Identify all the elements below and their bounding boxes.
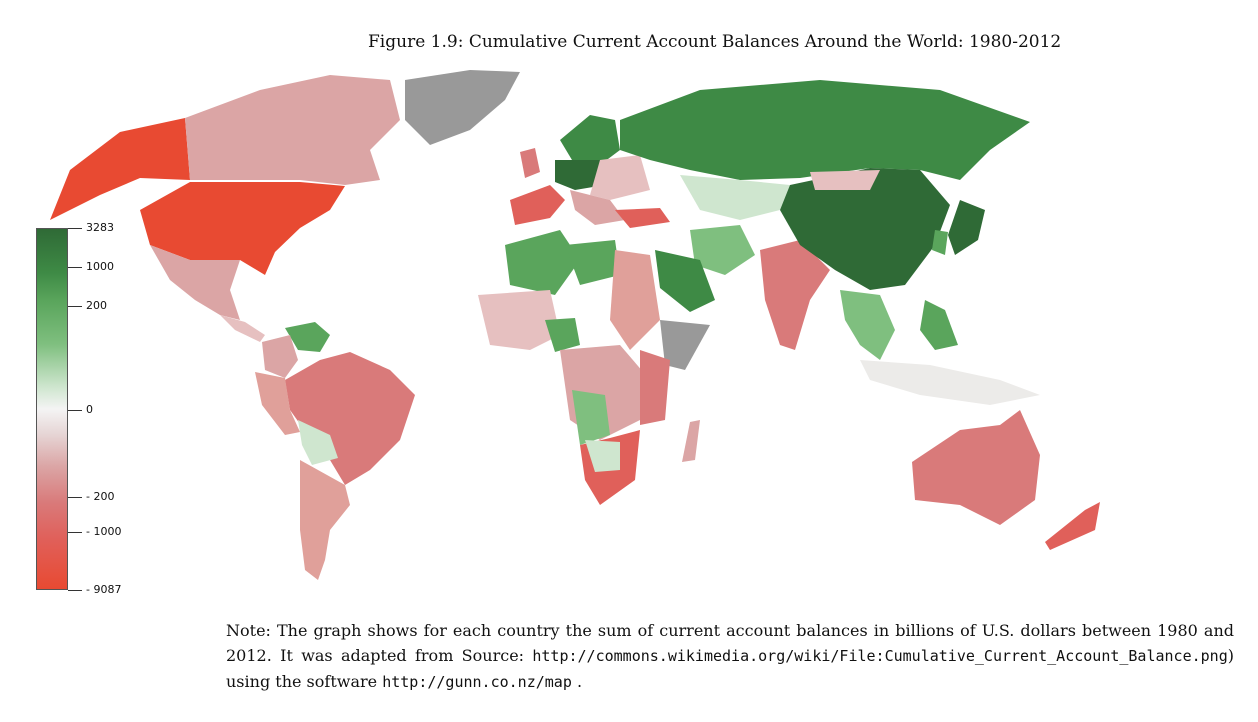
region-horn-of-africa — [660, 320, 710, 370]
region-canada — [185, 75, 400, 185]
legend-tick — [68, 497, 82, 498]
legend-tick — [68, 532, 82, 533]
region-france-spain — [510, 185, 565, 225]
figure-note: Note: The graph shows for each country t… — [226, 618, 1234, 695]
region-southeast-asia — [840, 290, 895, 360]
region-venezuela — [285, 322, 330, 352]
region-madagascar — [682, 420, 700, 462]
region-philippines — [920, 300, 958, 350]
region-iran-region — [690, 225, 755, 275]
legend-tick — [68, 590, 82, 591]
region-germany-region — [555, 160, 605, 190]
region-argentina — [300, 460, 350, 580]
note-text: . — [576, 672, 583, 691]
legend-tick — [68, 228, 82, 229]
region-usa — [140, 182, 345, 275]
region-australia — [912, 410, 1040, 525]
region-russia — [620, 80, 1030, 180]
legend-tick-label: 0 — [86, 403, 93, 416]
note-text: Note: The graph shows for each country t… — [226, 621, 1234, 665]
region-india — [760, 240, 830, 350]
legend-tick-label: 3283 — [86, 221, 114, 234]
legend-tick-label: 200 — [86, 299, 107, 312]
region-greenland — [405, 70, 520, 145]
region-brazil — [285, 352, 415, 485]
legend-tick-label: - 1000 — [86, 525, 122, 538]
region-china — [780, 168, 950, 290]
legend-tick-label: - 9087 — [86, 583, 122, 596]
region-uk — [520, 148, 540, 178]
note-text: ) using the software — [226, 646, 1234, 691]
region-central-america — [220, 315, 265, 342]
legend-tick — [68, 410, 82, 411]
region-korea — [932, 230, 948, 255]
region-north-africa-west — [505, 230, 580, 295]
region-peru — [255, 372, 300, 435]
region-mongolia — [810, 170, 880, 190]
region-angola — [572, 390, 610, 445]
region-bolivia — [298, 420, 338, 465]
region-mexico — [150, 245, 240, 320]
region-north-africa-east — [565, 240, 620, 285]
source-link[interactable]: http://commons.wikimedia.org/wiki/File:C… — [532, 647, 1228, 665]
region-colombia — [262, 335, 298, 378]
region-indonesia — [860, 360, 1040, 405]
region-new-zealand — [1045, 502, 1100, 550]
region-scandinavia — [560, 115, 620, 165]
region-kazakhstan — [680, 175, 790, 220]
region-egypt-sudan — [610, 250, 660, 350]
color-scale-bar — [36, 228, 68, 590]
region-alaska — [50, 118, 190, 220]
figure-title: Figure 1.9: Cumulative Current Account B… — [368, 32, 1062, 52]
region-eastern-europe — [590, 155, 650, 200]
region-botswana — [585, 440, 620, 472]
software-link[interactable]: http://gunn.co.nz/map — [382, 673, 572, 691]
world-map — [50, 70, 1100, 580]
legend-tick — [68, 306, 82, 307]
region-italy-balkans — [570, 190, 625, 225]
region-east-africa — [640, 350, 670, 425]
legend-tick-label: - 200 — [86, 490, 115, 503]
region-japan — [948, 200, 985, 255]
legend-tick — [68, 267, 82, 268]
legend-tick-label: 1000 — [86, 260, 114, 273]
region-turkey — [615, 208, 670, 228]
region-saudi-arabia — [655, 250, 715, 312]
region-west-africa — [478, 290, 560, 350]
region-nigeria — [545, 318, 580, 352]
